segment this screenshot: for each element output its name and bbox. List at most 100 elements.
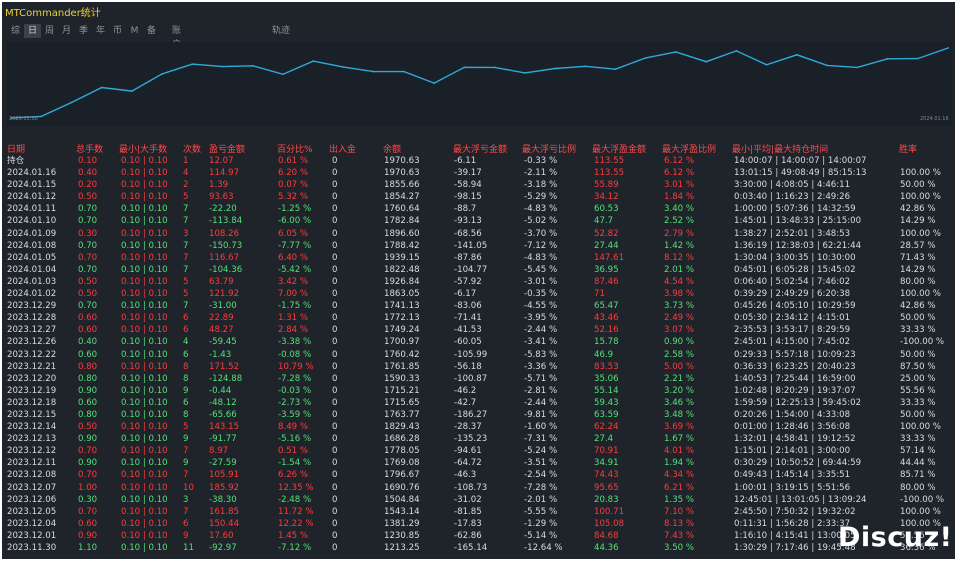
- table-row[interactable]: 2024.01.08 0.70 0.10 | 0.10 7 -150.73 -7.77 %…: [2, 240, 955, 252]
- row-count: 7: [183, 446, 189, 457]
- col-minmax[interactable]: 最小|大手数: [119, 145, 168, 155]
- table-row[interactable]: 2023.12.21 0.80 0.10 | 0.10 8 171.52 10.79 % 0…: [2, 361, 955, 373]
- tab-year[interactable]: 年: [95, 26, 105, 36]
- tab-note[interactable]: 备: [146, 26, 156, 36]
- table-row[interactable]: 2023.12.18 0.60 0.10 | 0.10 6 -48.12 -2.73 % 0…: [2, 397, 955, 409]
- table-row[interactable]: 2024.01.16 0.40 0.10 | 0.10 4 114.97 6.20 % 0 1…: [2, 167, 955, 179]
- table-row[interactable]: 2023.12.04 0.60 0.10 | 0.10 6 150.44 12.22 % 0…: [2, 518, 955, 530]
- row-pct: 12.35 %: [278, 482, 314, 493]
- row-pnl: -104.36: [209, 264, 243, 275]
- row-count: 7: [183, 506, 189, 517]
- row-float-loss-pct: -2.54 %: [524, 470, 558, 481]
- tab-symbol[interactable]: 币: [112, 26, 122, 36]
- row-float-profit: 52.16: [594, 325, 619, 336]
- table-row[interactable]: 2023.12.06 0.30 0.10 | 0.10 3 -38.30 -2.48 % 0…: [2, 494, 955, 506]
- row-float-profit-pct: 3.46 %: [664, 397, 695, 408]
- app-title: MTCommander统计: [5, 8, 101, 19]
- table-row[interactable]: 2023.12.29 0.70 0.10 | 0.10 7 -31.00 -1.75 % 0…: [2, 300, 955, 312]
- table-row[interactable]: 2023.12.20 0.80 0.10 | 0.10 8 -124.88 -7.28 %…: [2, 373, 955, 385]
- table-row[interactable]: 2023.12.12 0.70 0.10 | 0.10 7 8.97 0.51 % 0 177…: [2, 445, 955, 457]
- row-minmax: 0.10 | 0.10: [121, 264, 168, 275]
- table-row[interactable]: 2023.12.22 0.60 0.10 | 0.10 6 -1.43 -0.08 % 0 1…: [2, 349, 955, 361]
- row-float-profit-pct: 1.35 %: [664, 494, 695, 505]
- col-pct[interactable]: 百分比%: [277, 145, 313, 155]
- table-row[interactable]: 2023.12.11 0.90 0.10 | 0.10 9 -27.59 -1.54 % 0…: [2, 457, 955, 469]
- row-float-profit-pct: 4.34 %: [664, 470, 695, 481]
- table-row[interactable]: 2024.01.12 0.50 0.10 | 0.10 5 93.63 5.32 % 0 18…: [2, 191, 955, 203]
- row-date: 2023.12.06: [7, 494, 57, 505]
- row-pct: 12.22 %: [278, 518, 314, 529]
- table-row[interactable]: 持仓 0.10 0.10 | 0.10 1 12.07 0.61 % 0 1970.63 -6.…: [2, 155, 955, 167]
- table-row[interactable]: 2024.01.10 0.70 0.10 | 0.10 7 -113.84 -6.00 %…: [2, 215, 955, 227]
- table-row[interactable]: 2023.12.27 0.60 0.10 | 0.10 6 48.27 2.84 % 0 17…: [2, 324, 955, 336]
- table-row[interactable]: 2023.12.14 0.50 0.10 | 0.10 5 143.15 8.49 % 0 1…: [2, 421, 955, 433]
- table-row[interactable]: 2023.12.28 0.60 0.10 | 0.10 6 22.89 1.31 % 0 17…: [2, 312, 955, 324]
- row-minmax: 0.10 | 0.10: [121, 361, 168, 372]
- row-io: 0: [332, 204, 338, 215]
- tab-summary[interactable]: 综: [10, 26, 20, 36]
- col-winrate[interactable]: 胜率: [899, 145, 918, 155]
- row-winrate: 100.00 %: [900, 228, 941, 239]
- col-float-profit-pct[interactable]: 最大浮盈比例: [662, 145, 717, 155]
- row-pct: 1.45 %: [278, 530, 309, 541]
- table-row[interactable]: 2023.12.26 0.40 0.10 | 0.10 4 -59.45 -3.38 % 0…: [2, 336, 955, 348]
- table-row[interactable]: 2023.12.08 0.70 0.10 | 0.10 7 105.91 6.26 % 0 1…: [2, 469, 955, 481]
- row-float-profit: 60.53: [594, 204, 619, 215]
- table-row[interactable]: 2024.01.03 0.50 0.10 | 0.10 5 63.79 3.42 % 0 19…: [2, 276, 955, 288]
- col-count[interactable]: 次数: [183, 145, 202, 155]
- table-row[interactable]: 2024.01.15 0.20 0.10 | 0.10 2 1.39 0.07 % 0 185…: [2, 179, 955, 191]
- row-float-loss: -39.17: [454, 168, 482, 179]
- table-row[interactable]: 2023.12.15 0.80 0.10 | 0.10 8 -65.66 -3.59 % 0…: [2, 409, 955, 421]
- tab-week[interactable]: 周: [44, 26, 54, 36]
- table-row[interactable]: 2024.01.11 0.70 0.10 | 0.10 7 -22.20 -1.25 % 0…: [2, 203, 955, 215]
- row-pnl: 12.07: [209, 156, 234, 166]
- row-float-loss: -94.61: [454, 446, 482, 457]
- row-io: 0: [332, 276, 338, 287]
- row-hold-time: 1:30:29 | 7:17:46 | 19:45:48: [734, 543, 856, 553]
- tab-track[interactable]: 轨迹: [272, 26, 291, 36]
- table-row[interactable]: 2023.12.07 1.00 0.10 | 0.10 10 185.92 12.35 %…: [2, 482, 955, 494]
- table-row[interactable]: 2024.01.09 0.30 0.10 | 0.10 3 108.26 6.05 % 0 1…: [2, 228, 955, 240]
- col-balance[interactable]: 余额: [383, 145, 402, 155]
- tab-magic[interactable]: M: [130, 26, 139, 36]
- table-row[interactable]: 2023.11.30 1.10 0.10 | 0.10 11 -92.97 -7.12 %…: [2, 542, 955, 554]
- tab-day[interactable]: 日: [24, 24, 41, 38]
- table-row[interactable]: 2023.12.05 0.70 0.10 | 0.10 7 161.85 11.72 % 0…: [2, 506, 955, 518]
- balance-point: [10, 117, 12, 119]
- table-row[interactable]: 2024.01.04 0.70 0.10 | 0.10 7 -104.36 -5.42 %…: [2, 264, 955, 276]
- col-float-profit[interactable]: 最大浮盈金额: [592, 145, 647, 155]
- row-float-profit-pct: 2.01 %: [664, 264, 695, 275]
- row-minmax: 0.10 | 0.10: [121, 385, 168, 396]
- tab-quarter[interactable]: 季: [78, 26, 88, 36]
- row-pct: -3.59 %: [278, 409, 312, 420]
- row-lots: 0.70: [78, 446, 98, 457]
- col-lots[interactable]: 总手数: [76, 145, 104, 155]
- row-pnl: 114.97: [209, 168, 240, 179]
- table-row[interactable]: 2024.01.02 0.50 0.10 | 0.10 5 121.92 7.00 % 0 1…: [2, 288, 955, 300]
- col-float-loss-pct[interactable]: 最大浮亏比例: [522, 145, 577, 155]
- row-pnl: -22.20: [209, 204, 237, 215]
- col-io[interactable]: 出入金: [329, 145, 357, 155]
- row-winrate: 50.00 %: [900, 313, 936, 324]
- row-winrate: -100.00 %: [900, 337, 945, 348]
- table-row[interactable]: 2023.12.19 0.90 0.10 | 0.10 9 -0.44 -0.03 % 0 1…: [2, 385, 955, 397]
- table-row[interactable]: 2023.12.13 0.90 0.10 | 0.10 9 -91.77 -5.16 % 0…: [2, 433, 955, 445]
- row-hold-time: 1:02:48 | 8:20:29 | 19:37:07: [734, 385, 856, 396]
- col-pnl[interactable]: 盈亏金额: [209, 145, 246, 155]
- balance-point: [251, 64, 254, 67]
- col-float-loss[interactable]: 最大浮亏金额: [453, 145, 508, 155]
- tab-month[interactable]: 月: [61, 26, 71, 36]
- row-minmax: 0.10 | 0.10: [121, 349, 168, 360]
- row-balance: 1778.05: [384, 446, 420, 457]
- row-pct: 0.51 %: [278, 446, 309, 457]
- row-minmax: 0.10 | 0.10: [121, 289, 168, 300]
- col-date[interactable]: 日期: [7, 145, 26, 155]
- row-float-profit-pct: 1.94 %: [664, 458, 695, 469]
- table-row[interactable]: 2024.01.05 0.70 0.10 | 0.10 7 116.67 6.40 % 0 1…: [2, 252, 955, 264]
- row-date: 2024.01.12: [7, 192, 57, 203]
- row-float-profit: 46.9: [594, 349, 614, 360]
- col-hold-time[interactable]: 最小|平均|最大持仓时间: [732, 145, 829, 155]
- row-io: 0: [332, 313, 338, 324]
- table-row[interactable]: 2023.12.01 0.90 0.10 | 0.10 9 17.60 1.45 % 0 12…: [2, 530, 955, 542]
- tab-account[interactable]: 账户: [171, 26, 181, 50]
